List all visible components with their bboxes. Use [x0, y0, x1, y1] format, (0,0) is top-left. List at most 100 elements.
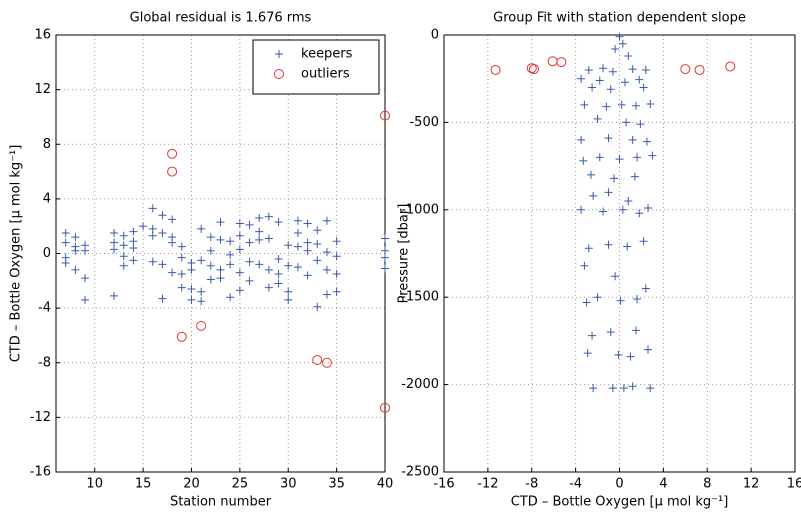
- outlier-point: [526, 63, 537, 74]
- keeper-point: [264, 212, 273, 221]
- keeper-point: [588, 83, 597, 92]
- outlier-point: [694, 64, 705, 75]
- outlier-point: [547, 56, 558, 67]
- keeper-point: [264, 234, 273, 243]
- keeper-point: [119, 231, 128, 240]
- keeper-point: [264, 265, 273, 274]
- keeper-point: [303, 219, 312, 228]
- keeper-point: [646, 384, 655, 393]
- keeper-point: [255, 260, 264, 269]
- keeper-point: [187, 295, 196, 304]
- keeper-point: [81, 274, 90, 283]
- x-tick-label: 40: [377, 477, 394, 492]
- keeper-point: [81, 246, 90, 255]
- legend-label: keepers: [301, 47, 353, 62]
- outlier-point: [312, 355, 323, 366]
- keeper-point: [577, 135, 586, 144]
- outlier-point: [556, 57, 567, 68]
- keeper-point: [303, 238, 312, 247]
- keeper-point: [639, 237, 648, 246]
- keeper-point: [313, 302, 322, 311]
- y-tick-label: -1500: [401, 290, 439, 305]
- keeper-point: [322, 265, 331, 274]
- outlier-point: [196, 320, 207, 331]
- keeper-point: [617, 100, 626, 109]
- keeper-point: [619, 384, 628, 393]
- keeper-point: [110, 229, 119, 238]
- keeper-point: [322, 248, 331, 257]
- chart-title: Global residual is 1.676 rms: [130, 11, 312, 26]
- keeper-point: [604, 240, 613, 249]
- x-tick-label: 8: [703, 477, 711, 492]
- keeper-point: [608, 67, 617, 76]
- keeper-point: [274, 279, 283, 288]
- keeper-point: [624, 197, 633, 206]
- keeper-point: [381, 246, 389, 255]
- keeper-point: [235, 245, 244, 254]
- x-tick-label: 10: [86, 477, 103, 492]
- keeper-point: [618, 39, 627, 48]
- legend-box: [252, 39, 380, 95]
- keeper-point: [71, 246, 80, 255]
- keeper-point: [628, 65, 637, 74]
- outlier-point: [725, 61, 736, 72]
- legend-symbol: [275, 50, 283, 58]
- y-tick-label: -8: [38, 355, 51, 370]
- y-tick-label: 0: [431, 28, 439, 43]
- keeper-point: [303, 271, 312, 280]
- keeper-point: [641, 65, 650, 74]
- y-tick-label: 12: [34, 82, 51, 97]
- keeper-point: [586, 170, 595, 179]
- keeper-point: [177, 283, 186, 292]
- keeper-point: [580, 261, 589, 270]
- keeper-point: [636, 120, 645, 129]
- legend-symbol: [274, 69, 284, 79]
- keeper-point: [81, 295, 90, 304]
- keeper-point: [197, 256, 206, 265]
- keeper-point: [589, 191, 598, 200]
- keeper-point: [633, 153, 642, 162]
- keeper-point: [648, 151, 657, 160]
- keeper-point: [206, 246, 215, 255]
- keeper-point: [168, 238, 177, 247]
- outlier-point: [176, 331, 187, 342]
- keeper-point: [611, 272, 620, 281]
- y-tick-label: 4: [43, 191, 51, 206]
- keeper-point: [381, 234, 389, 243]
- x-tick-label: 15: [135, 477, 152, 492]
- keeper-point: [635, 75, 644, 84]
- keeper-point: [216, 235, 225, 244]
- keeper-point: [623, 242, 632, 251]
- keeper-point: [582, 298, 591, 307]
- keeper-point: [187, 285, 196, 294]
- x-tick-label: 4: [659, 477, 667, 492]
- x-tick-label: -4: [569, 477, 582, 492]
- keeper-point: [226, 260, 235, 269]
- keeper-point: [641, 284, 650, 293]
- keeper-point: [583, 349, 592, 358]
- keeper-point: [206, 275, 215, 284]
- keeper-point: [71, 233, 80, 242]
- keeper-point: [595, 153, 604, 162]
- keeper-point: [615, 32, 624, 41]
- keeper-point: [608, 384, 617, 393]
- keeper-point: [119, 261, 128, 270]
- keeper-point: [611, 44, 620, 53]
- keeper-point: [255, 213, 264, 222]
- keeper-point: [602, 102, 611, 111]
- keeper-point: [110, 238, 119, 247]
- keeper-point: [197, 287, 206, 296]
- keeper-point: [616, 296, 625, 305]
- keeper-point: [148, 204, 157, 213]
- y-tick-label: -16: [30, 465, 51, 480]
- keeper-point: [332, 252, 341, 261]
- x-tick-label: -12: [477, 477, 498, 492]
- keeper-point: [606, 85, 615, 94]
- keeper-point: [235, 268, 244, 277]
- keeper-point: [274, 254, 283, 263]
- x-tick-label: -16: [433, 477, 454, 492]
- keeper-point: [119, 241, 128, 250]
- outlier-point: [321, 357, 332, 368]
- keeper-point: [206, 261, 215, 270]
